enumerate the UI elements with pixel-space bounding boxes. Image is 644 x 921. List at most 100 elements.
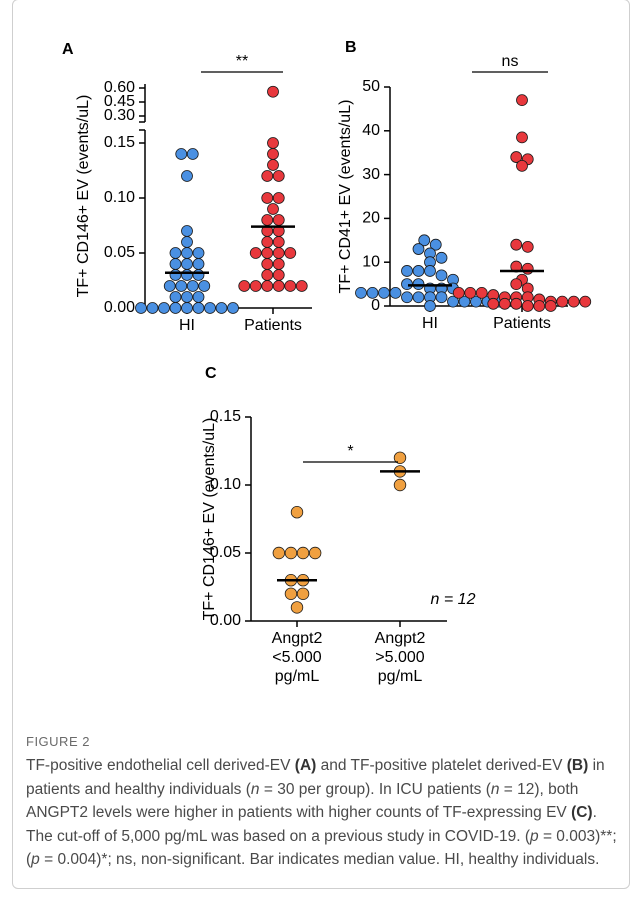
- caption-text: in patients and healthy individuals (: [26, 757, 605, 798]
- data-point: [464, 286, 477, 299]
- data-point: [435, 251, 448, 264]
- data-point: [227, 302, 239, 314]
- data-point: [393, 478, 407, 492]
- data-point: [393, 451, 407, 465]
- caption-text: (B): [566, 757, 589, 774]
- data-point: [556, 295, 569, 308]
- data-point: [355, 286, 367, 299]
- caption-text: p: [530, 827, 539, 845]
- figure: ATF+ CD146+ EV (events/uL)0.000.050.100.…: [62, 39, 592, 685]
- data-point: [567, 295, 580, 308]
- data-point: [181, 291, 193, 303]
- data-point: [510, 278, 523, 291]
- y-tick-label: 0.45: [104, 93, 135, 110]
- data-point: [412, 291, 425, 304]
- data-point: [169, 291, 182, 303]
- data-point: [192, 247, 205, 259]
- data-point: [192, 269, 205, 281]
- data-point: [424, 265, 436, 277]
- data-point: [181, 225, 193, 237]
- data-point: [308, 546, 322, 560]
- data-point: [272, 192, 285, 204]
- data-point: [261, 192, 274, 204]
- data-point: [544, 300, 557, 312]
- data-point: [169, 247, 182, 259]
- x-tick-label: HI: [422, 315, 438, 332]
- x-tick-label: HI: [179, 317, 195, 334]
- caption-text: = 30 per group). In ICU patients (: [259, 780, 491, 798]
- y-tick-label: 50: [362, 78, 380, 95]
- data-point: [181, 170, 193, 182]
- data-point: [366, 286, 379, 299]
- data-point: [169, 302, 182, 314]
- y-tick-label: 0.15: [210, 408, 241, 425]
- data-point: [272, 269, 285, 281]
- caption-text: n: [250, 780, 260, 798]
- caption-text: TF-positive endothelial cell derived-EV: [26, 757, 295, 774]
- x-tick-label-box: HI: [422, 315, 438, 332]
- caption-text: = 12), both ANGPT2 levels were higher in…: [26, 780, 579, 822]
- data-point: [175, 148, 188, 160]
- data-point: [267, 203, 279, 215]
- data-point: [272, 236, 285, 248]
- panel-label: A: [62, 41, 74, 58]
- data-point: [158, 302, 170, 314]
- data-point: [261, 280, 274, 292]
- y-tick-label: 0.05: [210, 544, 241, 561]
- data-point: [192, 302, 205, 314]
- data-point: [284, 247, 297, 259]
- x-tick-label: Patients: [493, 315, 551, 332]
- data-point: [272, 546, 286, 560]
- y-tick-label: 40: [362, 122, 380, 139]
- data-point: [192, 258, 205, 270]
- x-tick-label: Patients: [244, 317, 302, 334]
- data-point: [401, 265, 413, 277]
- data-point: [192, 291, 205, 303]
- x-tick-label-box: HI: [179, 317, 195, 334]
- y-tick-label: 0.10: [210, 476, 241, 493]
- data-point: [169, 269, 182, 281]
- data-point: [521, 240, 534, 253]
- data-point: [175, 280, 188, 292]
- data-point: [186, 280, 199, 292]
- y-axis-label: TF+ CD41+ EV (events/uL): [337, 100, 354, 294]
- data-point: [533, 300, 546, 312]
- x-tick-label: Angpt2 <5.000 pg/mL: [271, 630, 323, 685]
- data-point: [267, 148, 279, 160]
- y-tick-label: 0.30: [104, 107, 135, 124]
- data-point: [510, 297, 523, 310]
- data-point: [261, 236, 274, 248]
- caption-text: = 0.004)*; ns, non-significant. Bar indi…: [39, 851, 600, 868]
- significance-label: ns: [502, 53, 519, 70]
- data-point: [181, 269, 193, 281]
- data-point: [424, 300, 436, 312]
- data-point: [267, 85, 279, 98]
- data-point: [267, 159, 279, 171]
- x-tick-label-box: Angpt2 <5.000 pg/mL: [271, 630, 323, 685]
- caption-text: (C): [571, 804, 593, 821]
- data-point: [498, 297, 511, 310]
- data-point: [249, 247, 262, 259]
- x-tick-label-box: Angpt2 >5.000 pg/mL: [374, 630, 426, 685]
- data-point: [378, 286, 390, 299]
- data-point: [412, 265, 425, 277]
- x-tick-label-box: Patients: [244, 317, 302, 334]
- y-tick-label: 0: [371, 297, 380, 314]
- data-point: [429, 238, 442, 251]
- data-point: [435, 269, 448, 282]
- x-tick-label: Angpt2 >5.000 pg/mL: [374, 630, 426, 685]
- data-point: [470, 295, 482, 308]
- y-tick-label: 0.15: [104, 134, 135, 151]
- figure-label: FIGURE 2: [26, 734, 90, 749]
- y-axis-label: TF+ CD146+ EV (events/uL): [75, 95, 92, 298]
- data-point: [267, 137, 279, 149]
- caption-text: n: [490, 780, 500, 798]
- caption-text: p: [31, 851, 40, 868]
- data-point: [181, 302, 193, 314]
- figure-caption: TF-positive endothelial cell derived-EV …: [26, 754, 620, 872]
- data-point: [290, 601, 304, 614]
- data-point: [284, 280, 297, 292]
- data-point: [169, 258, 182, 270]
- panel-label: B: [345, 39, 357, 56]
